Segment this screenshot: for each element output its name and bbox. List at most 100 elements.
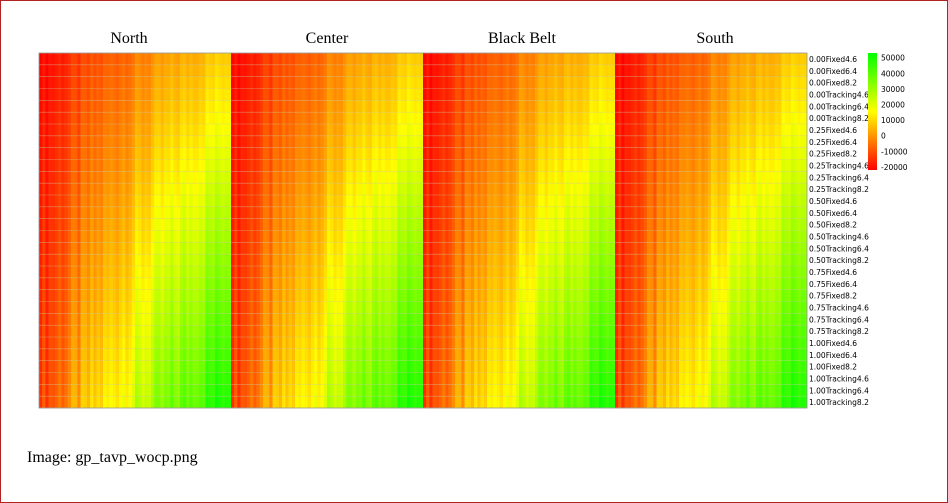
heatmap-cell [253,124,257,137]
heatmap-cell [701,124,705,137]
heatmap-cell [723,147,728,160]
heatmap-cell [573,135,577,148]
heatmap-cell [339,53,344,66]
heatmap-cell [448,242,453,255]
heatmap-cell [474,124,478,137]
heatmap-cell [141,289,145,302]
heatmap-cell [570,100,574,113]
heatmap-cell [557,88,561,101]
heatmap-cell [234,64,238,77]
heatmap-cell [685,135,689,148]
heatmap-cell [352,100,357,113]
heatmap-cell [87,124,91,137]
heatmap-cell [195,112,200,125]
heatmap-cell [51,112,56,125]
heatmap-cell [538,147,542,160]
heatmap-cell [461,218,465,231]
heatmap-cell [221,254,225,267]
heatmap-cell [266,183,270,196]
heatmap-cell [400,76,405,89]
heatmap-cell [295,100,299,113]
heatmap-cell [736,159,741,172]
heatmap-cell [368,135,373,148]
heatmap-cell [359,230,363,243]
heatmap-cell [762,76,766,89]
heatmap-cell [131,88,136,101]
heatmap-cell [186,230,190,243]
heatmap-cell [717,100,721,113]
heatmap-cell [48,171,53,184]
heatmap-cell [96,135,101,148]
heatmap-cell [336,289,341,302]
heatmap-cell [586,112,590,125]
heatmap-cell [576,159,581,172]
heatmap-cell [743,159,747,172]
heatmap-cell [160,76,165,89]
heatmap-cell [560,242,565,255]
heatmap-cell [503,124,507,137]
heatmap-cell [691,124,696,137]
heatmap-cell [375,230,379,243]
heatmap-cell [749,124,753,137]
heatmap-cell [266,135,270,148]
heatmap-cell [739,254,744,267]
heatmap-cell [77,64,81,77]
heatmap-cell [106,53,110,66]
heatmap-cell [586,183,590,196]
heatmap-cell [797,88,801,101]
heatmap-cell [634,53,638,66]
heatmap-cell [87,183,91,196]
heatmap-cell [359,64,363,77]
heatmap-cell [442,171,446,184]
heatmap-cell [231,64,235,77]
heatmap-cell [45,88,49,101]
heatmap-cell [179,100,184,113]
heatmap-cell [282,147,286,160]
heatmap-cell [637,112,641,125]
heatmap-cell [519,100,523,113]
heatmap-cell [416,171,421,184]
heatmap-cell [490,218,494,231]
heatmap-cell [538,218,542,231]
heatmap-cell [167,100,171,113]
heatmap-cell [253,76,257,89]
heatmap-cell [707,53,712,66]
heatmap-cell [96,289,101,302]
heatmap-cell [682,277,686,290]
heatmap-cell [496,53,501,66]
heatmap-cell [451,206,456,219]
heatmap-cell [595,64,600,77]
heatmap-cell [506,112,510,125]
heatmap-cell [131,100,136,113]
heatmap-cell [330,53,334,66]
heatmap-cell [170,100,174,113]
heatmap-cell [99,206,104,219]
heatmap-cell [176,135,181,148]
heatmap-cell [394,266,398,279]
heatmap-cell [640,254,645,267]
heatmap-cell [307,124,312,137]
heatmap-cell [151,242,155,255]
heatmap-cell [275,53,280,66]
heatmap-cell [109,277,113,290]
heatmap-cell [749,183,753,196]
heatmap-cell [768,147,773,160]
heatmap-cell [167,266,171,279]
heatmap-cell [611,88,616,101]
heatmap-cell [423,171,427,184]
heatmap-cell [730,277,734,290]
heatmap-cell [106,112,110,125]
heatmap-cell [455,112,459,125]
heatmap-cell [119,135,123,148]
heatmap-cell [432,266,437,279]
heatmap-cell [419,88,424,101]
heatmap-cell [99,266,104,279]
heatmap-cell [199,135,203,148]
heatmap-cell [519,254,523,267]
heatmap-cell [493,171,497,184]
heatmap-cell [365,266,369,279]
heatmap-cell [183,159,187,172]
heatmap-cell [362,218,366,231]
heatmap-cell [746,230,750,243]
heatmap-cell [416,254,421,267]
